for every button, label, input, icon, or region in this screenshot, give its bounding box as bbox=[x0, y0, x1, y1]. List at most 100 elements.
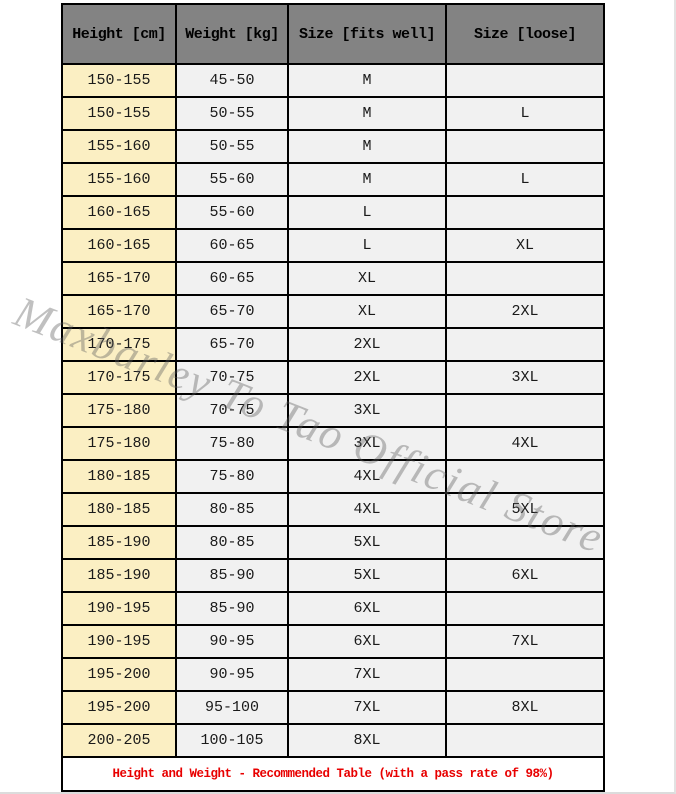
size-loose-cell bbox=[445, 261, 605, 296]
height-range-cell: 200-205 bbox=[61, 723, 177, 758]
table-row: 155-160 50-55 M bbox=[61, 129, 605, 164]
height-range-cell: 190-195 bbox=[61, 624, 177, 659]
weight-range-cell: 50-55 bbox=[175, 96, 289, 131]
weight-range-cell: 70-75 bbox=[175, 393, 289, 428]
height-range-cell: 150-155 bbox=[61, 96, 177, 131]
size-fits-well-cell: XL bbox=[287, 261, 447, 296]
table-row: 165-170 65-70 XL 2XL bbox=[61, 294, 605, 329]
size-loose-cell: L bbox=[445, 162, 605, 197]
weight-range-cell: 100-105 bbox=[175, 723, 289, 758]
size-fits-well-cell: M bbox=[287, 129, 447, 164]
table-row: 190-195 85-90 6XL bbox=[61, 591, 605, 626]
table-row: 150-155 50-55 M L bbox=[61, 96, 605, 131]
table-header-row: Height [cm] Weight [kg] Size [fits well]… bbox=[61, 3, 605, 65]
table-row: 170-175 65-70 2XL bbox=[61, 327, 605, 362]
size-loose-cell: 8XL bbox=[445, 690, 605, 725]
size-loose-cell: 5XL bbox=[445, 492, 605, 527]
weight-range-cell: 75-80 bbox=[175, 426, 289, 461]
table-row: 180-185 80-85 4XL 5XL bbox=[61, 492, 605, 527]
height-range-cell: 160-165 bbox=[61, 195, 177, 230]
table-footer-row: Height and Weight - Recommended Table (w… bbox=[61, 756, 605, 792]
size-chart-table: Height [cm] Weight [kg] Size [fits well]… bbox=[61, 3, 605, 792]
weight-range-cell: 55-60 bbox=[175, 195, 289, 230]
size-loose-cell: 4XL bbox=[445, 426, 605, 461]
size-fits-well-cell: 7XL bbox=[287, 690, 447, 725]
size-fits-well-cell: M bbox=[287, 96, 447, 131]
size-fits-well-cell: 6XL bbox=[287, 591, 447, 626]
size-loose-cell bbox=[445, 723, 605, 758]
size-loose-cell bbox=[445, 195, 605, 230]
height-range-cell: 155-160 bbox=[61, 129, 177, 164]
weight-range-cell: 55-60 bbox=[175, 162, 289, 197]
table-row: 185-190 80-85 5XL bbox=[61, 525, 605, 560]
height-range-cell: 195-200 bbox=[61, 690, 177, 725]
height-range-cell: 175-180 bbox=[61, 393, 177, 428]
weight-range-cell: 95-100 bbox=[175, 690, 289, 725]
size-loose-cell: 6XL bbox=[445, 558, 605, 593]
height-range-cell: 185-190 bbox=[61, 525, 177, 560]
size-loose-cell bbox=[445, 459, 605, 494]
table-row: 160-165 55-60 L bbox=[61, 195, 605, 230]
height-range-cell: 165-170 bbox=[61, 261, 177, 296]
height-range-cell: 170-175 bbox=[61, 360, 177, 395]
size-fits-well-cell: 5XL bbox=[287, 525, 447, 560]
size-loose-cell: 2XL bbox=[445, 294, 605, 329]
height-range-cell: 150-155 bbox=[61, 63, 177, 98]
table-row: 160-165 60-65 L XL bbox=[61, 228, 605, 263]
header-height-cm: Height [cm] bbox=[61, 3, 177, 65]
size-fits-well-cell: 2XL bbox=[287, 360, 447, 395]
table-row: 175-180 75-80 3XL 4XL bbox=[61, 426, 605, 461]
weight-range-cell: 60-65 bbox=[175, 228, 289, 263]
size-loose-cell bbox=[445, 129, 605, 164]
size-fits-well-cell: 6XL bbox=[287, 624, 447, 659]
size-fits-well-cell: 8XL bbox=[287, 723, 447, 758]
size-fits-well-cell: 7XL bbox=[287, 657, 447, 692]
height-range-cell: 155-160 bbox=[61, 162, 177, 197]
size-fits-well-cell: 3XL bbox=[287, 393, 447, 428]
size-fits-well-cell: XL bbox=[287, 294, 447, 329]
size-loose-cell bbox=[445, 393, 605, 428]
size-loose-cell: XL bbox=[445, 228, 605, 263]
size-fits-well-cell: 5XL bbox=[287, 558, 447, 593]
height-range-cell: 175-180 bbox=[61, 426, 177, 461]
table-row: 195-200 90-95 7XL bbox=[61, 657, 605, 692]
size-loose-cell bbox=[445, 657, 605, 692]
size-loose-cell: L bbox=[445, 96, 605, 131]
height-range-cell: 160-165 bbox=[61, 228, 177, 263]
table-row: 200-205 100-105 8XL bbox=[61, 723, 605, 758]
table-body: 150-155 45-50 M 150-155 50-55 M L 155-16… bbox=[61, 63, 605, 758]
table-row: 185-190 85-90 5XL 6XL bbox=[61, 558, 605, 593]
height-range-cell: 180-185 bbox=[61, 459, 177, 494]
table-row: 150-155 45-50 M bbox=[61, 63, 605, 98]
size-fits-well-cell: L bbox=[287, 228, 447, 263]
height-range-cell: 185-190 bbox=[61, 558, 177, 593]
weight-range-cell: 45-50 bbox=[175, 63, 289, 98]
size-fits-well-cell: 3XL bbox=[287, 426, 447, 461]
height-range-cell: 195-200 bbox=[61, 657, 177, 692]
size-loose-cell: 7XL bbox=[445, 624, 605, 659]
table-row: 180-185 75-80 4XL bbox=[61, 459, 605, 494]
size-fits-well-cell: L bbox=[287, 195, 447, 230]
weight-range-cell: 65-70 bbox=[175, 327, 289, 362]
table-row: 165-170 60-65 XL bbox=[61, 261, 605, 296]
table-row: 155-160 55-60 M L bbox=[61, 162, 605, 197]
height-range-cell: 170-175 bbox=[61, 327, 177, 362]
size-fits-well-cell: M bbox=[287, 162, 447, 197]
weight-range-cell: 65-70 bbox=[175, 294, 289, 329]
size-fits-well-cell: M bbox=[287, 63, 447, 98]
header-weight-kg: Weight [kg] bbox=[175, 3, 289, 65]
weight-range-cell: 85-90 bbox=[175, 591, 289, 626]
table-row: 170-175 70-75 2XL 3XL bbox=[61, 360, 605, 395]
size-loose-cell bbox=[445, 327, 605, 362]
table-row: 190-195 90-95 6XL 7XL bbox=[61, 624, 605, 659]
weight-range-cell: 90-95 bbox=[175, 624, 289, 659]
size-loose-cell: 3XL bbox=[445, 360, 605, 395]
header-size-fits-well: Size [fits well] bbox=[287, 3, 447, 65]
size-fits-well-cell: 4XL bbox=[287, 492, 447, 527]
size-loose-cell bbox=[445, 63, 605, 98]
weight-range-cell: 90-95 bbox=[175, 657, 289, 692]
size-fits-well-cell: 2XL bbox=[287, 327, 447, 362]
weight-range-cell: 85-90 bbox=[175, 558, 289, 593]
weight-range-cell: 80-85 bbox=[175, 492, 289, 527]
